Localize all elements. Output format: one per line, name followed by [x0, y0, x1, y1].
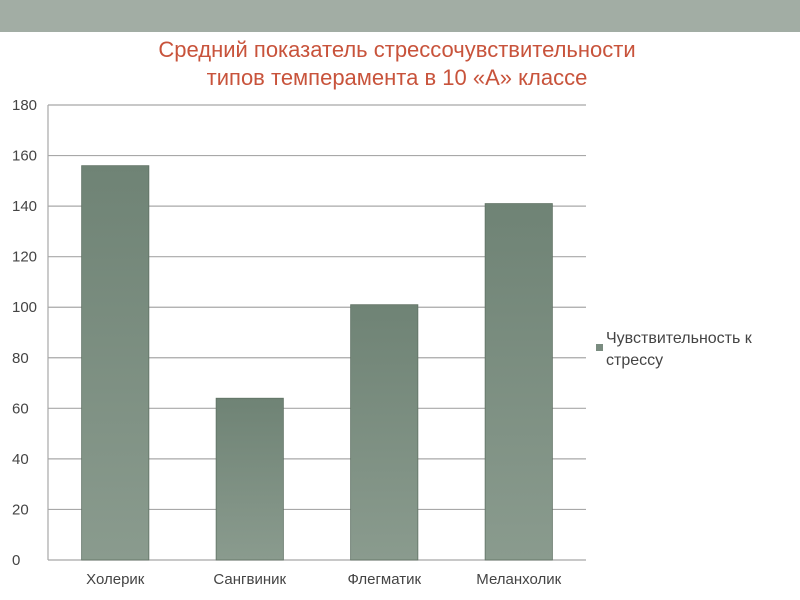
x-tick-label: Холерик: [86, 571, 145, 588]
x-tick-label: Флегматик: [347, 571, 421, 588]
x-tick-label: Меланхолик: [476, 571, 561, 588]
bar: [484, 203, 553, 561]
y-tick-label: 60: [12, 400, 29, 417]
y-tick-label: 160: [12, 148, 37, 165]
y-tick-label: 140: [12, 198, 37, 215]
top-band: [0, 0, 800, 32]
legend-swatch: [596, 344, 603, 351]
chart-title: Средний показатель стрессочувствительнос…: [0, 36, 800, 92]
x-tick-label: Сангвиник: [213, 571, 286, 588]
y-tick-label: 180: [12, 97, 37, 114]
y-tick-label: 100: [12, 299, 37, 316]
chart-title-line2: типов темперамента в 10 «А» классе: [206, 65, 588, 90]
legend-label: Чувствительность к стрессу: [606, 330, 752, 369]
chart-title-line1: Средний показатель стрессочувствительнос…: [158, 37, 636, 62]
y-tick-label: 120: [12, 249, 37, 266]
bar: [81, 165, 150, 561]
legend: Чувствительность к стрессу: [596, 328, 796, 372]
y-tick-label: 0: [12, 552, 20, 569]
bar: [350, 304, 419, 561]
y-tick-label: 40: [12, 451, 29, 468]
y-tick-label: 20: [12, 501, 29, 518]
bar: [215, 397, 284, 561]
y-tick-label: 80: [12, 350, 29, 367]
